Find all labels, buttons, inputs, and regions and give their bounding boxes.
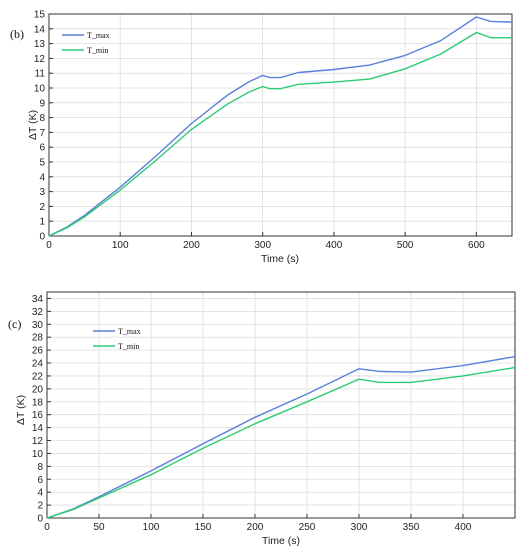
chart-b-y-axis-label: ΔT (K) [27, 110, 39, 140]
chart-b-y-tick-label: 4 [39, 172, 45, 183]
chart-c-x-tick-label: 250 [299, 522, 316, 533]
chart-c-panel-label: (c) [8, 317, 21, 331]
chart-c-x-tick-label: 50 [93, 522, 105, 533]
chart-c-y-tick-label: 14 [32, 423, 44, 434]
chart-c-legend: T_max T_min [93, 327, 141, 351]
chart-c-x-tick-label: 150 [195, 522, 212, 533]
chart-b-x-tick-label: 0 [46, 240, 52, 251]
chart-c-x-axis-label: Time (s) [262, 535, 300, 547]
chart-c-y-tick-label: 2 [37, 501, 43, 512]
chart-b-y-tick-label: 15 [34, 10, 46, 21]
chart-b-x-axis-label: Time (s) [261, 253, 299, 265]
chart-b-x-tick-label: 400 [326, 240, 343, 251]
chart-b-series-line-t-min [48, 31, 512, 237]
chart-c-y-tick-label: 4 [37, 488, 43, 499]
chart-c-x-tick-label: 350 [403, 522, 420, 533]
chart-b-grid [48, 13, 512, 237]
chart-c-series-line-t-min [46, 366, 516, 519]
chart-c-x-tick-label: 300 [351, 522, 368, 533]
chart-c-y-tick-label: 16 [32, 410, 44, 421]
chart-b-y-tick-label: 0 [39, 232, 45, 243]
chart-c-y-axis-label: ΔT (K) [15, 395, 27, 425]
chart-b-legend-label-t-min: T_min [87, 46, 108, 55]
chart-c-x-tick-label: 400 [455, 522, 472, 533]
chart-c-y-tick-label: 32 [32, 307, 44, 318]
chart-c-series-line-t-max [46, 355, 516, 519]
chart-c-y-tick-label: 26 [32, 346, 44, 357]
chart-c-grid [46, 292, 515, 519]
chart-c-y-tick-label: 12 [32, 436, 44, 447]
chart-b-x-tick-label: 500 [397, 240, 414, 251]
chart-b-y-tick-label: 3 [39, 187, 45, 198]
chart-b: 0 100 200 300 400 500 600 01234567891011121314… [10, 10, 513, 265]
chart-c-y-tick-label: 24 [32, 359, 44, 370]
chart-c-x-tick-label: 100 [143, 522, 160, 533]
chart-c-x-tick-label: 200 [247, 522, 264, 533]
chart-b-y-tick-label: 1 [39, 217, 45, 228]
chart-b-x-ticks: 0 100 200 300 400 500 600 [46, 232, 485, 251]
chart-c-y-tick-label: 0 [37, 514, 43, 525]
chart-b-plot-frame [48, 13, 513, 237]
chart-b-y-tick-label: 14 [34, 24, 46, 35]
chart-b-x-tick-label: 200 [183, 240, 200, 251]
chart-b-y-tick-label: 7 [39, 128, 45, 139]
chart-c-y-tick-label: 28 [32, 333, 44, 344]
chart-c-x-ticks: 0 50 100 150 200 250 300 350 400 [44, 514, 472, 533]
chart-b-y-tick-label: 10 [34, 84, 46, 95]
chart-c-y-tick-label: 18 [32, 397, 44, 408]
chart-c-legend-label-t-min: T_min [118, 342, 139, 351]
chart-b-series [48, 16, 513, 237]
chart-b-y-tick-label: 9 [39, 98, 45, 109]
chart-c-x-tick-label: 0 [44, 522, 50, 533]
chart-b-y-tick-label: 13 [34, 39, 46, 50]
chart-c-legend-label-t-max: T_max [118, 327, 141, 336]
chart-c-plot-frame [46, 291, 516, 519]
chart-c-y-tick-label: 20 [32, 384, 44, 395]
chart-c-y-tick-label: 10 [32, 449, 44, 460]
chart-c-y-tick-label: 34 [32, 294, 44, 305]
chart-b-y-tick-label: 2 [39, 202, 45, 213]
chart-c-y-tick-label: 6 [37, 475, 43, 486]
chart-b-legend: T_max T_min [62, 31, 110, 55]
chart-c-y-tick-label: 22 [32, 371, 44, 382]
chart-b-y-tick-label: 8 [39, 113, 45, 124]
chart-b-panel-label: (b) [10, 27, 24, 41]
chart-c-y-tick-label: 30 [32, 320, 44, 331]
chart-b-series-line-t-max [48, 16, 513, 237]
chart-b-x-tick-label: 300 [254, 240, 271, 251]
chart-c-y-tick-label: 8 [37, 462, 43, 473]
chart-c-series [46, 355, 516, 519]
chart-b-legend-label-t-max: T_max [87, 31, 110, 40]
chart-b-y-tick-label: 6 [39, 143, 45, 154]
chart-c: 0 50 100 150 200 250 300 350 400 024681012141618… [8, 291, 516, 547]
chart-b-x-tick-label: 600 [468, 240, 485, 251]
chart-b-x-tick-label: 100 [112, 240, 129, 251]
chart-b-y-tick-label: 11 [35, 69, 46, 80]
chart-b-y-tick-label: 12 [34, 54, 46, 65]
chart-b-y-tick-label: 5 [39, 158, 45, 169]
